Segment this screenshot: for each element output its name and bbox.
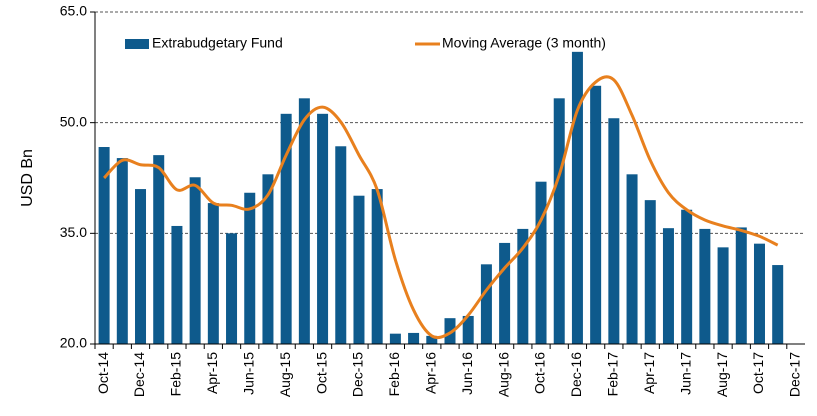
bar <box>298 98 310 344</box>
legend-label: Moving Average (3 month) <box>442 35 606 51</box>
y-tick-label: 65.0 <box>60 3 87 19</box>
bar <box>462 315 474 344</box>
bar <box>226 233 238 344</box>
x-tick-label: Feb-17 <box>605 352 621 397</box>
x-tick-label: Feb-16 <box>386 352 402 397</box>
bar <box>735 227 747 344</box>
bar <box>480 264 492 344</box>
y-tick-label: 50.0 <box>60 113 87 129</box>
x-tick-label: Dec-16 <box>568 352 584 397</box>
moving-average-line <box>103 75 779 340</box>
bar <box>426 335 438 344</box>
bar <box>153 155 165 344</box>
bar <box>644 200 656 344</box>
x-tick-label: Apr-15 <box>204 352 220 394</box>
bar <box>535 181 547 344</box>
legend-swatch <box>125 39 149 49</box>
bar <box>280 113 292 345</box>
bar <box>499 242 511 344</box>
bar <box>571 51 583 345</box>
bar <box>681 209 693 344</box>
bar <box>717 247 729 344</box>
bar <box>699 228 711 344</box>
legend-label: Extrabudgetary Fund <box>152 35 283 51</box>
x-tick-label: Oct-15 <box>313 352 329 394</box>
bar <box>444 318 456 344</box>
x-tick-label: Oct-16 <box>532 352 548 394</box>
bar <box>135 189 147 344</box>
bar <box>371 189 383 344</box>
bar <box>98 147 110 344</box>
x-tick-label: Dec-14 <box>131 352 147 397</box>
x-tick-label: Dec-15 <box>350 352 366 397</box>
x-tick-label: Aug-16 <box>495 352 511 397</box>
bar <box>262 174 274 344</box>
bar <box>207 203 219 344</box>
x-tick-label: Jun-17 <box>677 352 693 395</box>
y-axis-label: USD Bn <box>19 149 36 207</box>
x-tick-label: Feb-15 <box>168 352 184 397</box>
bar <box>662 228 674 344</box>
bar <box>335 146 347 344</box>
bar <box>353 195 365 344</box>
y-tick-label: 20.0 <box>60 335 87 351</box>
x-tick-label: Jun-15 <box>240 352 256 395</box>
x-tick-label: Oct-17 <box>750 352 766 394</box>
x-tick-label: Aug-15 <box>277 352 293 397</box>
bar <box>389 333 401 344</box>
x-tick-label: Jun-16 <box>459 352 475 395</box>
bar <box>116 158 128 344</box>
bar <box>553 98 565 344</box>
bar <box>517 228 529 344</box>
bar <box>317 113 329 345</box>
bar <box>772 265 784 344</box>
x-tick-label: Dec-17 <box>787 352 803 397</box>
bar <box>626 174 638 344</box>
bar <box>171 225 183 344</box>
bar <box>753 243 765 344</box>
x-tick-label: Apr-17 <box>641 352 657 394</box>
y-tick-label: 35.0 <box>60 224 87 240</box>
bar <box>189 177 201 344</box>
bar <box>408 332 420 344</box>
bar <box>590 85 602 345</box>
bar <box>244 192 256 344</box>
x-tick-label: Oct-14 <box>95 352 111 394</box>
bar <box>608 118 620 345</box>
x-tick-label: Aug-17 <box>714 352 730 397</box>
x-tick-label: Apr-16 <box>422 352 438 394</box>
